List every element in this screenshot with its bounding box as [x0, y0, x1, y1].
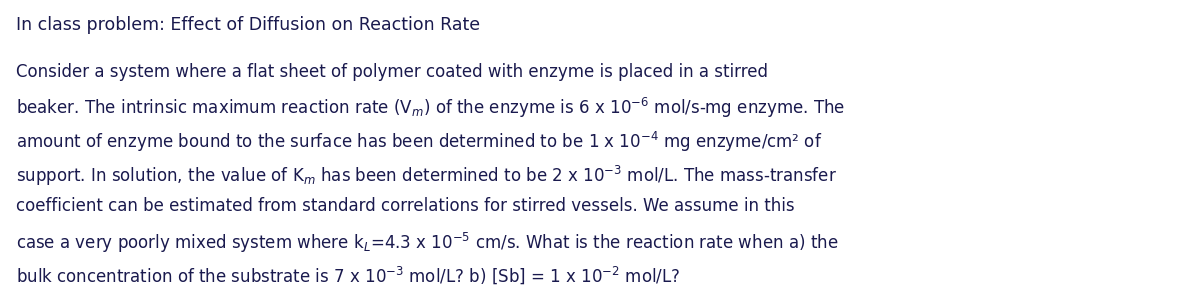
Text: In class problem: Effect of Diffusion on Reaction Rate: In class problem: Effect of Diffusion on… [16, 16, 480, 34]
Text: amount of enzyme bound to the surface has been determined to be 1 x 10$^{-4}$ mg: amount of enzyme bound to the surface ha… [16, 130, 822, 154]
Text: coefficient can be estimated from standard correlations for stirred vessels. We : coefficient can be estimated from standa… [16, 197, 794, 215]
Text: support. In solution, the value of K$_{m}$ has been determined to be 2 x 10$^{-3: support. In solution, the value of K$_{m… [16, 164, 836, 188]
Text: beaker. The intrinsic maximum reaction rate (V$_{m}$) of the enzyme is 6 x 10$^{: beaker. The intrinsic maximum reaction r… [16, 96, 845, 121]
Text: Consider a system where a flat sheet of polymer coated with enzyme is placed in : Consider a system where a flat sheet of … [16, 63, 768, 81]
Text: case a very poorly mixed system where k$_{L}$=4.3 x 10$^{-5}$ cm/s. What is the : case a very poorly mixed system where k$… [16, 231, 838, 255]
Text: bulk concentration of the substrate is 7 x 10$^{-3}$ mol/L? b) [Sb] = 1 x 10$^{-: bulk concentration of the substrate is 7… [16, 264, 680, 285]
